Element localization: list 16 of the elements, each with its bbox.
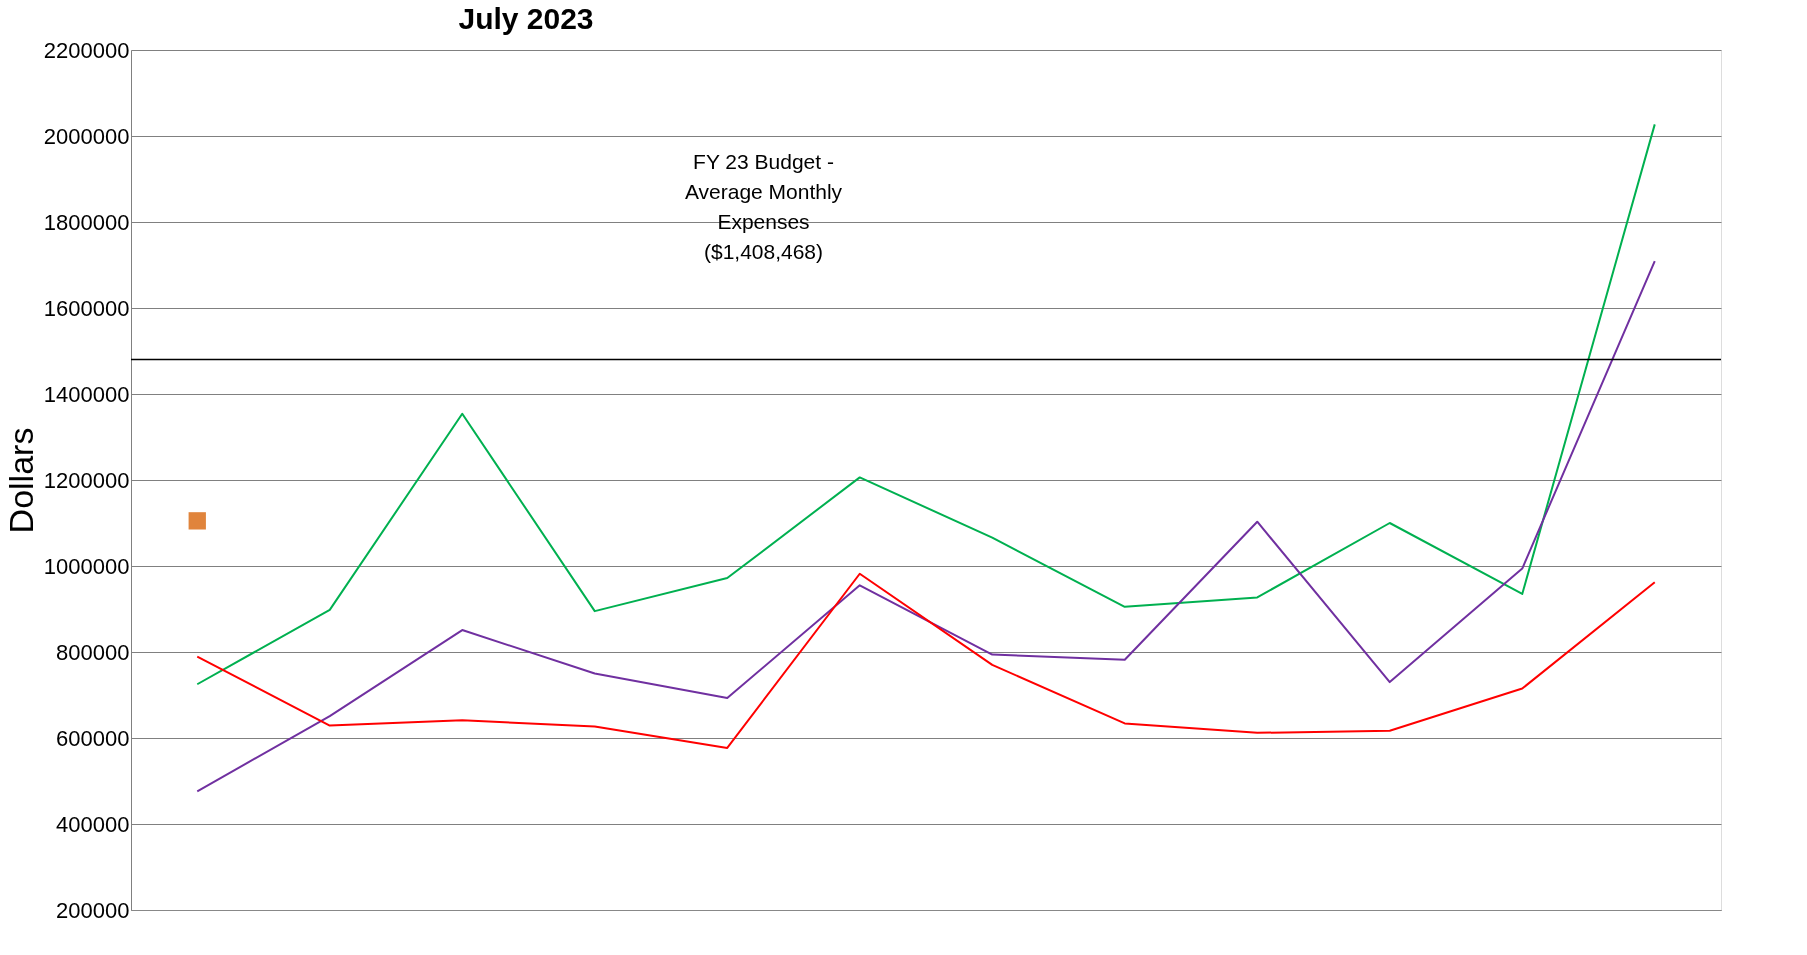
y-tick-label: 400000	[56, 811, 130, 837]
line-series	[196, 572, 1656, 749]
y-tick-label: 1400000	[43, 381, 130, 407]
ref-line-label: FY 23 Budget - Average Monthly Expenses ($1,408,468)	[684, 150, 843, 263]
y-tick-label: 600000	[56, 725, 130, 751]
line-series	[196, 123, 1656, 686]
chart-title: July 2023	[458, 2, 594, 35]
y-tick-label: 2000000	[43, 123, 130, 149]
y-tick-label: 1000000	[43, 553, 130, 579]
y-tick-label: 1800000	[43, 209, 130, 235]
y-tick-label: 2200000	[43, 37, 130, 63]
y-tick-label: 1600000	[43, 295, 130, 321]
y-axis-title: Dollars	[1, 427, 40, 534]
y-tick-label: 800000	[56, 639, 130, 665]
y-tick-label: 1200000	[43, 467, 130, 493]
y-tick-label: 200000	[56, 897, 130, 923]
